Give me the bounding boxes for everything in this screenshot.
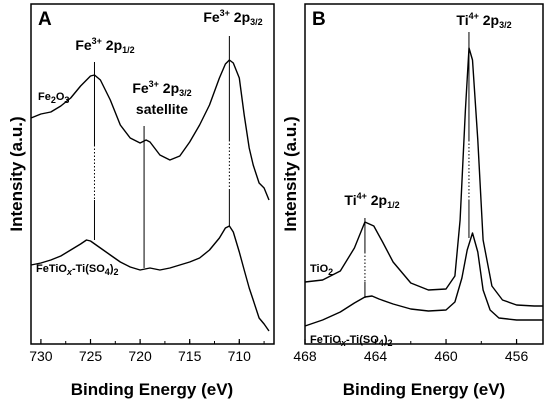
panel-a-letter: A <box>38 9 52 30</box>
panel-a-label-fe-satellite-line2: satellite <box>136 101 188 117</box>
panel-b-series-1-line <box>304 47 543 307</box>
panel-a-label-fe-2p12: Fe3+ 2p1/2 <box>75 36 134 55</box>
panel-b-label-ti-2p12: Ti4+ 2p1/2 <box>344 191 399 210</box>
panel-b-xlabel: Binding Energy (eV) <box>343 380 505 399</box>
panel-b-series-1-label: TiO2 <box>310 263 333 277</box>
panel-b-letter: B <box>312 9 326 30</box>
panel-a-series-2-label: FeTiOx-Ti(SO4)2 <box>36 263 119 277</box>
panel-b-frame <box>304 3 544 345</box>
panel-a-label-fe-satellite: Fe3+ 2p3/2 <box>132 79 191 98</box>
panel-b-xtick-label: 468 <box>293 348 317 364</box>
panel-a-xtick-label: 725 <box>79 348 103 364</box>
panel-b-plot: 468 464 460 456 Ti4+ 2p1/2 Ti4+ 2p3/2 TiO2 FeTi… <box>293 11 543 364</box>
panel-a-xtick-label: 720 <box>128 348 152 364</box>
panel-b-ylabel: Intensity (a.u.) <box>281 116 300 231</box>
panel-b-series-2-line <box>304 232 543 327</box>
panel-b-series-2-label: FeTiOx-Ti(SO4)2 <box>310 334 393 348</box>
panel-a-label-fe-2p32: Fe3+ 2p3/2 <box>203 8 262 27</box>
panel-b-label-ti-2p32: Ti4+ 2p3/2 <box>456 11 511 30</box>
panel-a-xlabel: Binding Energy (eV) <box>71 380 233 399</box>
panel-a-plot: 730 725 720 715 710 Fe3+ 2p1/2 Fe3+ 2p3/2 Fe3+ … <box>29 8 270 364</box>
panel-b-xtick-label: 456 <box>505 348 529 364</box>
panel-b-xtick-label: 460 <box>434 348 458 364</box>
panel-a-series-1-label: Fe2O3 <box>38 91 69 105</box>
panel-a-series-2-line <box>30 225 270 332</box>
panel-a-frame <box>30 3 275 345</box>
panel-a-xtick-label: 730 <box>29 348 53 364</box>
panel-a-xtick-label: 710 <box>228 348 252 364</box>
panel-a-ylabel: Intensity (a.u.) <box>7 116 26 231</box>
panel-b-xtick-label: 464 <box>364 348 388 364</box>
panel-a-xtick-label: 715 <box>178 348 202 364</box>
panel-a-series-1-line <box>30 59 270 201</box>
